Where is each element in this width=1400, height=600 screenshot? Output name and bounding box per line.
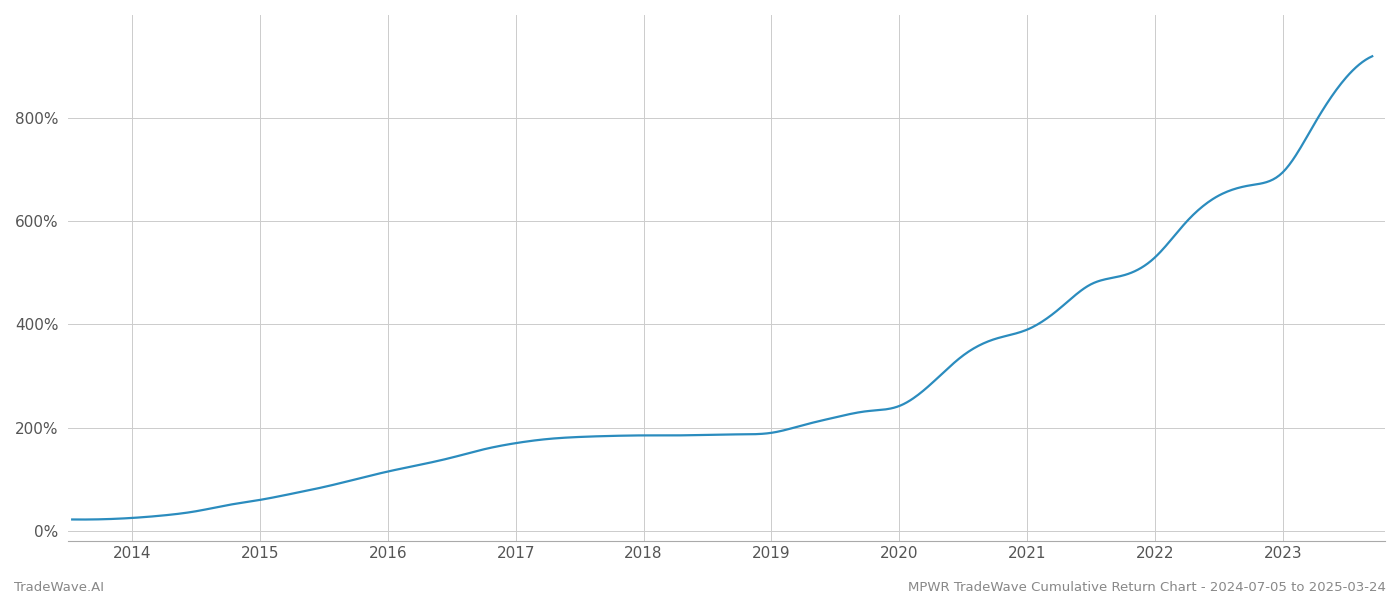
Text: MPWR TradeWave Cumulative Return Chart - 2024-07-05 to 2025-03-24: MPWR TradeWave Cumulative Return Chart -… <box>909 581 1386 594</box>
Text: TradeWave.AI: TradeWave.AI <box>14 581 104 594</box>
